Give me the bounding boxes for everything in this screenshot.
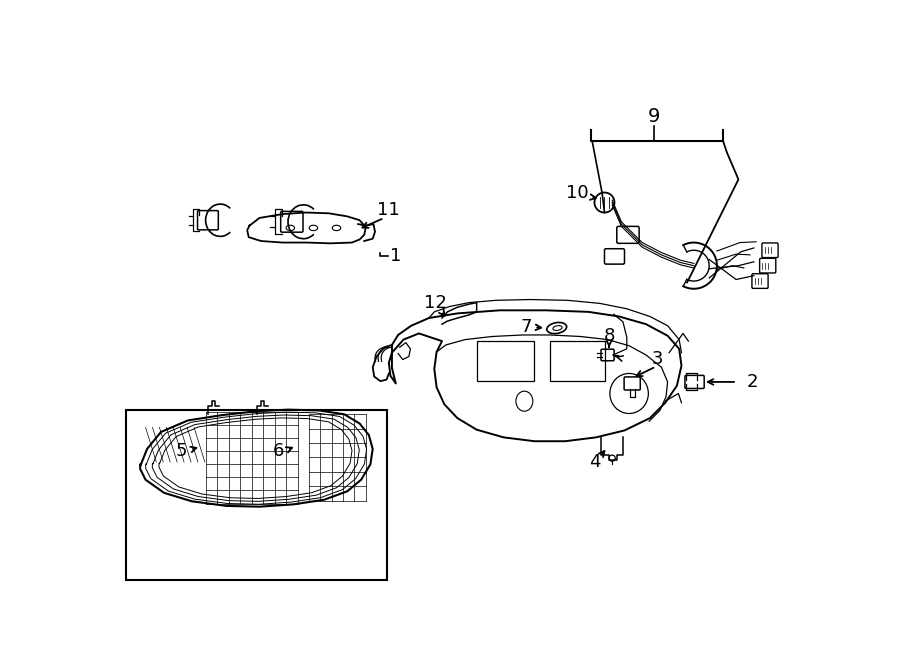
Text: 6: 6 bbox=[273, 442, 284, 460]
Bar bbox=[125, 410, 387, 580]
Text: 11: 11 bbox=[377, 201, 400, 219]
Text: 3: 3 bbox=[652, 350, 663, 368]
Text: 10: 10 bbox=[566, 184, 589, 202]
Text: 8: 8 bbox=[603, 327, 615, 345]
Text: 1: 1 bbox=[391, 247, 401, 266]
Text: 2: 2 bbox=[746, 373, 758, 391]
Text: 4: 4 bbox=[589, 453, 600, 471]
Bar bbox=[550, 341, 605, 381]
Bar bbox=[477, 341, 535, 381]
Text: 9: 9 bbox=[648, 107, 660, 126]
Text: 7: 7 bbox=[520, 318, 532, 336]
Text: 12: 12 bbox=[424, 293, 446, 311]
Text: 5: 5 bbox=[176, 442, 187, 460]
